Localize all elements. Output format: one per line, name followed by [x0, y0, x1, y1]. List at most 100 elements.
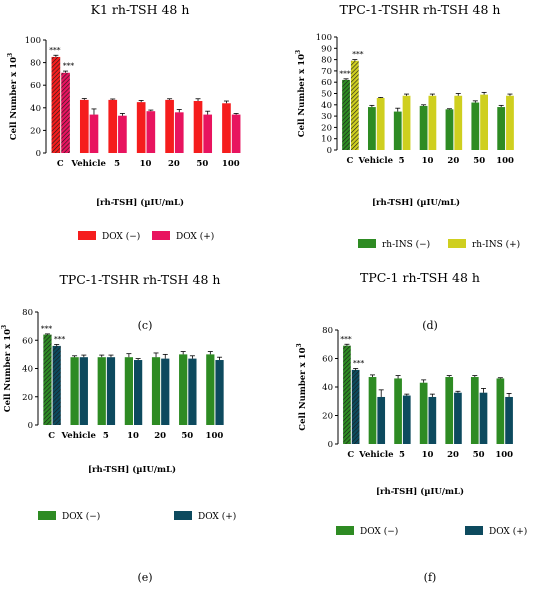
- y-tick-label: 80: [322, 326, 333, 336]
- x-tick-label: 20: [168, 159, 180, 169]
- y-axis-label: Cell Number x 103: [7, 53, 19, 140]
- bar-vehicle-series-2: [79, 357, 88, 425]
- y-tick-label: 100: [316, 33, 332, 43]
- x-tick-label: 20: [447, 450, 459, 460]
- legend-label-2: DOX (+): [489, 526, 527, 537]
- panel-label-e: (e): [137, 571, 152, 584]
- legend-swatch-2: [448, 239, 466, 248]
- x-tick-label: C: [347, 156, 354, 166]
- y-tick-label: 70: [321, 67, 332, 77]
- x-tick-label: C: [347, 450, 354, 460]
- significance-marker: ***: [352, 50, 364, 59]
- bar-100-series-2: [505, 396, 513, 444]
- y-tick-label: 80: [30, 59, 41, 69]
- panel-label-d: (d): [422, 319, 438, 332]
- chart-title: K1 rh-TSH 48 h: [91, 2, 190, 17]
- x-tick-label: 100: [206, 431, 224, 441]
- y-tick-label: 60: [321, 78, 332, 88]
- y-tick-label: 20: [22, 393, 33, 403]
- bar-10-series-2: [134, 360, 143, 425]
- x-tick-label: Vehicle: [358, 450, 394, 460]
- y-tick-label: 50: [321, 90, 332, 100]
- y-axis-label: Cell Number x 103: [296, 343, 308, 430]
- bar-10-series-1: [124, 357, 133, 425]
- x-axis-label: [rh-TSH] (µIU/mL): [96, 197, 184, 208]
- panel-label-f: (f): [424, 571, 437, 584]
- y-tick-label: 20: [30, 126, 41, 136]
- chart-title: TPC-1-TSHR rh-TSH 48 h: [60, 272, 221, 287]
- bar-5-series-1: [393, 111, 402, 150]
- bar-c-series-2: [52, 345, 61, 425]
- bar-5-series-1: [97, 357, 106, 425]
- bar-10-series-2: [146, 111, 156, 153]
- x-tick-label: 20: [154, 431, 166, 441]
- bar-c-series-1: [342, 79, 350, 150]
- y-tick-label: 40: [321, 101, 332, 111]
- bar-10-series-2: [428, 396, 437, 444]
- bar-10-series-1: [419, 382, 428, 444]
- significance-marker: ***: [54, 334, 66, 343]
- x-tick-label: 50: [181, 431, 193, 441]
- y-tick-label: 0: [28, 421, 33, 431]
- chart-title: TPC-1-TSHR rh-TSH 48 h: [340, 2, 501, 17]
- bar-50-series-1: [471, 102, 480, 150]
- legend-swatch-1: [358, 239, 376, 248]
- significance-marker: ***: [340, 334, 352, 343]
- bar-100-series-2: [506, 95, 514, 150]
- bar-c-series-1: [51, 56, 61, 154]
- panel-label-c: (c): [138, 319, 153, 332]
- bar-20-series-1: [151, 357, 161, 425]
- x-tick-label: 10: [422, 450, 434, 460]
- y-tick-label: 60: [30, 81, 41, 91]
- y-tick-label: 40: [30, 104, 41, 114]
- bar-50-series-2: [480, 94, 489, 150]
- legend-label-1: DOX (−): [62, 511, 100, 522]
- y-tick-label: 0: [327, 146, 332, 156]
- bar-20-series-2: [454, 392, 462, 444]
- bar-10-series-2: [428, 95, 437, 150]
- x-tick-label: 10: [422, 156, 434, 166]
- legend-swatch-2: [152, 231, 170, 240]
- x-tick-label: 50: [473, 156, 485, 166]
- bar-vehicle-series-2: [377, 396, 386, 444]
- x-tick-label: Vehicle: [358, 156, 394, 166]
- x-tick-label: 50: [473, 450, 485, 460]
- y-tick-label: 60: [322, 355, 333, 365]
- bar-vehicle-series-2: [376, 98, 385, 150]
- chart-panel-1: K1 rh-TSH 48 h 0 20 40 60 80 100 Cell Number x …: [7, 2, 241, 242]
- x-axis-label: [rh-TSH] (µIU/mL): [376, 486, 464, 497]
- bar-20-series-1: [445, 377, 454, 444]
- y-tick-label: 100: [25, 36, 41, 46]
- bar-20-series-1: [165, 99, 174, 153]
- x-tick-label: 100: [496, 156, 514, 166]
- x-tick-label: Vehicle: [70, 159, 106, 169]
- bar-5-series-1: [108, 99, 118, 153]
- bar-100-series-1: [497, 107, 506, 150]
- bar-20-series-1: [445, 109, 454, 150]
- bar-50-series-1: [470, 377, 479, 444]
- bar-20-series-2: [174, 112, 184, 153]
- x-tick-label: 50: [196, 159, 208, 169]
- bar-c-series-1: [43, 334, 52, 425]
- bar-5-series-2: [402, 95, 411, 150]
- legend-label-1: DOX (−): [360, 526, 398, 537]
- bar-10-series-1: [136, 102, 146, 153]
- bar-vehicle-series-1: [368, 377, 377, 444]
- bar-vehicle-series-1: [70, 357, 79, 425]
- bar-5-series-2: [118, 115, 127, 153]
- bar-20-series-2: [454, 95, 463, 150]
- y-tick-label: 10: [321, 135, 332, 145]
- chart-panel-4: TPC-1 rh-TSH 48 h 0 20 40 60 80 Cell Number x …: [296, 270, 527, 537]
- x-tick-label: Vehicle: [60, 431, 96, 441]
- y-tick-label: 30: [321, 112, 332, 122]
- bar-20-series-2: [161, 358, 170, 425]
- y-tick-label: 80: [22, 308, 33, 318]
- legend-swatch-1: [78, 231, 96, 240]
- bar-50-series-2: [188, 358, 197, 425]
- bar-vehicle-series-2: [89, 114, 99, 153]
- y-tick-label: 20: [322, 412, 333, 422]
- significance-marker: ***: [353, 358, 365, 367]
- x-tick-label: C: [48, 431, 55, 441]
- chart-title: TPC-1 rh-TSH 48 h: [360, 270, 480, 285]
